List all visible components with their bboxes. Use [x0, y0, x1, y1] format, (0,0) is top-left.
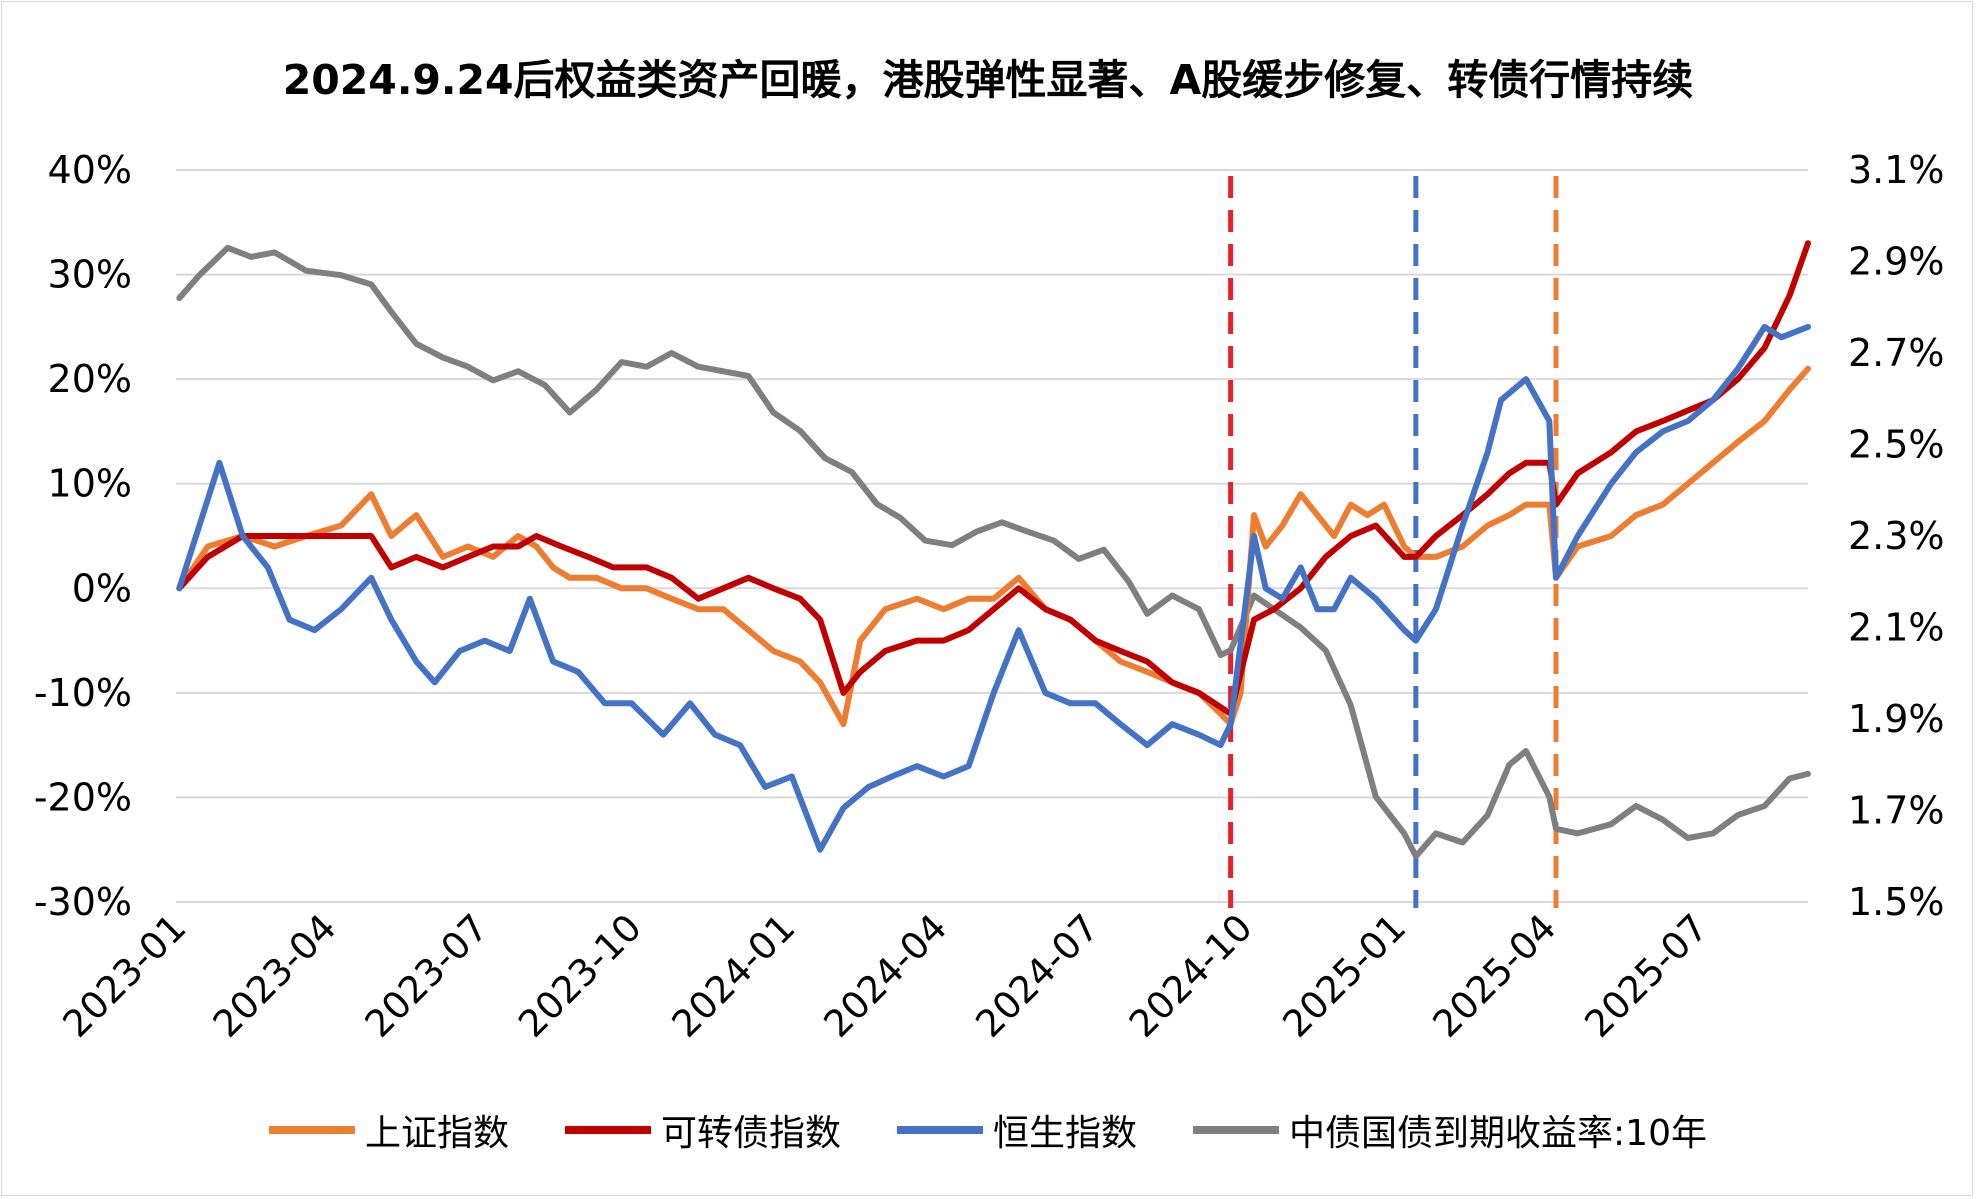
chart-title: 2024.9.24后权益类资产回暖，港股弹性显著、A股缓步修复、转债行情持续	[282, 56, 1694, 104]
y-right-tick-label: 2.5%	[1848, 423, 1945, 467]
legend-label: 上证指数	[365, 1113, 510, 1154]
event-lines	[1228, 176, 1559, 908]
x-tick-label: 2023-10	[510, 906, 650, 1046]
legend-swatch	[897, 1126, 984, 1134]
legend-item: 恒生指数	[897, 1104, 1137, 1156]
y-right-tick-label: 1.5%	[1848, 880, 1945, 924]
y-right-tick-label: 2.3%	[1848, 514, 1945, 558]
y-right-tick-label: 2.9%	[1848, 240, 1945, 284]
x-tick-label: 2025-01	[1274, 906, 1414, 1046]
y-left-tick-label: 20%	[48, 357, 132, 401]
series-line	[176, 244, 1811, 860]
legend-item: 可转债指数	[565, 1104, 841, 1156]
legend-swatch	[1193, 1126, 1280, 1134]
series-line	[176, 240, 1811, 717]
y-axis-right: 3.1% 2.9% 2.7% 2.5% 2.3% 2.1% 1.9% 1.7% 1.5%	[1848, 148, 1945, 924]
x-tick-label: 2024-07	[967, 906, 1107, 1046]
x-tick-label: 2024-01	[664, 906, 804, 1046]
series-line	[176, 323, 1811, 853]
y-right-tick-label: 1.7%	[1848, 789, 1945, 833]
legend-label: 可转债指数	[661, 1113, 842, 1154]
y-left-tick-label: 40%	[48, 148, 132, 192]
y-left-tick-label: 10%	[48, 462, 132, 506]
y-left-tick-label: -10%	[34, 671, 132, 715]
y-left-tick-label: 0%	[72, 566, 132, 610]
x-tick-label: 2023-01	[55, 906, 195, 1046]
legend-item: 中债国债到期收益率:10年	[1193, 1104, 1707, 1156]
y-left-tick-label: -20%	[34, 775, 132, 819]
y-right-tick-label: 1.9%	[1848, 697, 1945, 741]
y-right-tick-label: 2.7%	[1848, 331, 1945, 375]
x-tick-label: 2024-04	[816, 906, 956, 1046]
legend-swatch	[565, 1126, 652, 1134]
grid-lines	[176, 169, 1808, 903]
series-lines	[176, 240, 1811, 860]
x-tick-label: 2024-10	[1121, 906, 1261, 1046]
x-axis: 2023-01 2023-04 2023-07 2023-10 2024-01 2024-…	[55, 906, 1717, 1046]
y-left-tick-label: 30%	[48, 253, 132, 297]
x-tick-label: 2023-04	[205, 906, 345, 1046]
legend: 上证指数 可转债指数 恒生指数 中债国债到期收益率:10年	[0, 1104, 1976, 1156]
x-tick-label: 2025-04	[1425, 906, 1565, 1046]
legend-label: 恒生指数	[993, 1113, 1138, 1154]
legend-item: 上证指数	[269, 1104, 509, 1156]
legend-label: 中债国债到期收益率:10年	[1289, 1113, 1707, 1154]
y-left-tick-label: -30%	[34, 880, 132, 924]
y-axis-left: 40% 30% 20% 10% 0% -10% -20% -30%	[34, 148, 132, 924]
y-right-tick-label: 3.1%	[1848, 148, 1945, 192]
legend-swatch	[269, 1126, 355, 1134]
x-tick-label: 2025-07	[1576, 906, 1716, 1046]
y-right-tick-label: 2.1%	[1848, 606, 1945, 650]
x-tick-label: 2023-07	[357, 906, 497, 1046]
